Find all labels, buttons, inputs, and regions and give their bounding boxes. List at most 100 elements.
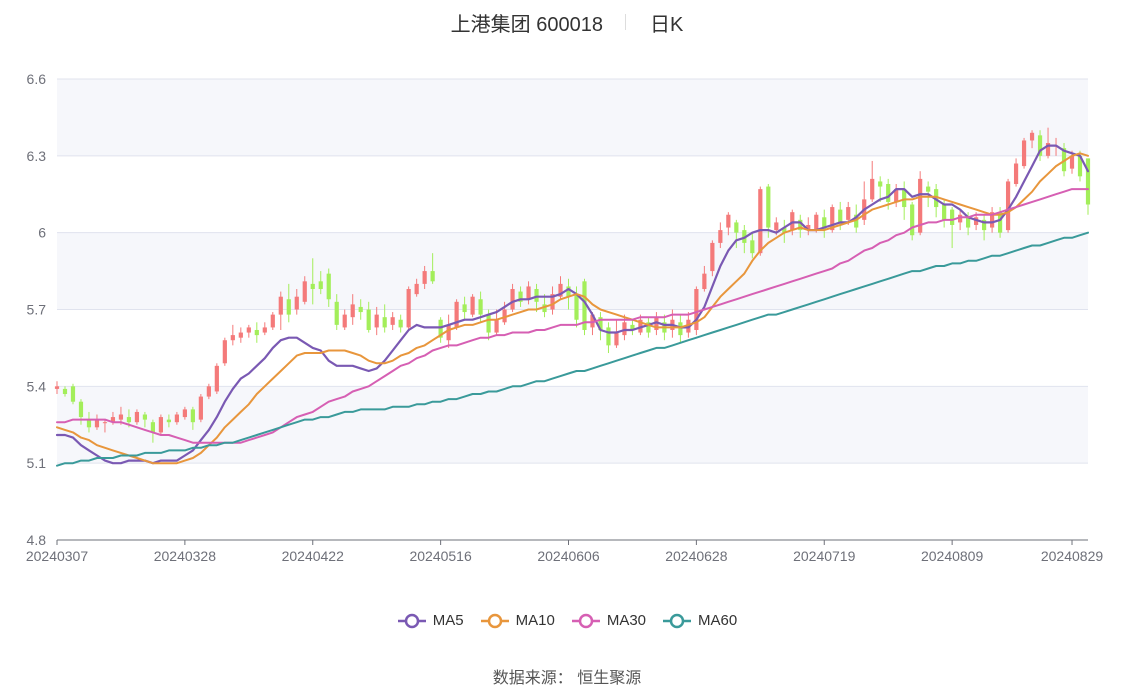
x-tick-label: 20240829 <box>1041 548 1104 564</box>
candle-body <box>942 204 947 220</box>
candle-up <box>870 160 875 202</box>
candle-up <box>134 409 140 425</box>
candle-up <box>446 314 451 348</box>
x-tick-label: 20240516 <box>409 548 472 564</box>
candle-down <box>326 268 331 307</box>
legend-label: MA5 <box>432 612 464 629</box>
candle-down <box>318 271 323 295</box>
candle-down <box>358 299 363 320</box>
candle-up <box>710 240 715 277</box>
candle-body <box>1029 132 1035 141</box>
candle-down <box>542 294 547 318</box>
candle-body <box>614 332 619 346</box>
background-band <box>57 232 1088 310</box>
candle-down <box>382 304 387 333</box>
candle-up <box>54 381 60 395</box>
candle-up <box>102 419 108 433</box>
candle-body <box>502 309 507 323</box>
candle-body <box>462 304 467 313</box>
candle-down <box>902 181 907 220</box>
candle-down <box>254 322 259 343</box>
candle-up <box>494 309 499 336</box>
candle-body <box>110 417 116 423</box>
candle-up <box>262 322 267 336</box>
candle-body <box>494 319 499 333</box>
legend-label: MA10 <box>515 612 555 629</box>
candle-body <box>270 314 275 328</box>
candle-down <box>438 317 443 343</box>
y-tick-label: 6.6 <box>27 71 47 87</box>
candle-up <box>198 394 203 423</box>
candle-down <box>798 214 803 238</box>
candle-body <box>190 409 195 423</box>
y-tick-label: 6 <box>38 225 46 241</box>
candle-body <box>158 417 163 433</box>
candle-body <box>214 365 219 392</box>
candle-up <box>726 212 731 236</box>
candle-body <box>830 207 835 231</box>
candle-body <box>390 317 395 325</box>
x-tick-label: 20240719 <box>793 548 856 564</box>
candle-body <box>294 296 299 310</box>
chart-title-period: 日K <box>649 13 684 36</box>
candle-body <box>422 271 427 284</box>
candle-down <box>286 283 291 323</box>
candle-body <box>550 294 555 310</box>
candle-up <box>510 283 515 313</box>
candle-up <box>1045 127 1051 159</box>
candle-up <box>414 278 419 297</box>
candle-body <box>430 271 435 282</box>
candle-body <box>518 291 523 302</box>
candle-body <box>989 212 995 228</box>
legend-item-ma30[interactable]: MA30 <box>571 612 646 629</box>
candle-up <box>246 324 251 338</box>
candlestick-chart: 4.85.15.45.766.36.6 20240307 20240328 2024… <box>26 71 1104 564</box>
x-tick-label: 20240628 <box>665 548 728 564</box>
candle-body <box>454 301 459 328</box>
candle-body <box>302 281 307 302</box>
legend-item-ma60[interactable]: MA60 <box>662 612 737 629</box>
y-tick-label: 5.4 <box>27 378 47 394</box>
candle-body <box>382 317 387 328</box>
candle-body <box>678 322 683 336</box>
series-line-ma10 <box>56 152 1089 465</box>
candle-body <box>806 224 811 231</box>
candle-body <box>774 222 779 231</box>
candle-body <box>70 386 76 402</box>
candle-up <box>1005 178 1011 233</box>
x-tick-label: 20240328 <box>154 548 217 564</box>
candle-body <box>1045 143 1051 156</box>
candle-down <box>910 201 915 241</box>
legend-item-ma10[interactable]: MA10 <box>480 612 555 629</box>
candle-body <box>1037 135 1043 156</box>
candle-body <box>206 386 211 397</box>
candle-body <box>542 304 547 313</box>
x-axis: 20240307 20240328 20240422 20240516 20240606… <box>26 539 1104 564</box>
candle-body <box>630 324 635 330</box>
legend-marker-icon <box>571 613 600 628</box>
candle-up <box>342 309 347 330</box>
legend-item-ma5[interactable]: MA5 <box>397 612 464 629</box>
candle-up <box>350 294 355 325</box>
candle-down <box>150 419 156 443</box>
title-separator <box>624 14 626 30</box>
candle-body <box>958 214 963 223</box>
candle-body <box>286 299 291 315</box>
candle-body <box>750 240 755 254</box>
candle-body <box>710 242 715 272</box>
candle-down <box>782 219 787 243</box>
candle-body <box>598 317 603 330</box>
candle-body <box>446 324 451 341</box>
candle-body <box>790 212 795 231</box>
candle-body <box>1069 155 1075 169</box>
candle-body <box>374 314 379 328</box>
candle-up <box>526 281 531 305</box>
candle-up <box>958 209 963 231</box>
candle-body <box>838 209 843 223</box>
candle-down <box>142 411 148 428</box>
legend-marker-icon <box>397 613 426 628</box>
candle-down <box>166 414 171 428</box>
candle-down <box>878 176 883 202</box>
candle-up <box>222 337 227 366</box>
candle-body <box>238 332 243 338</box>
